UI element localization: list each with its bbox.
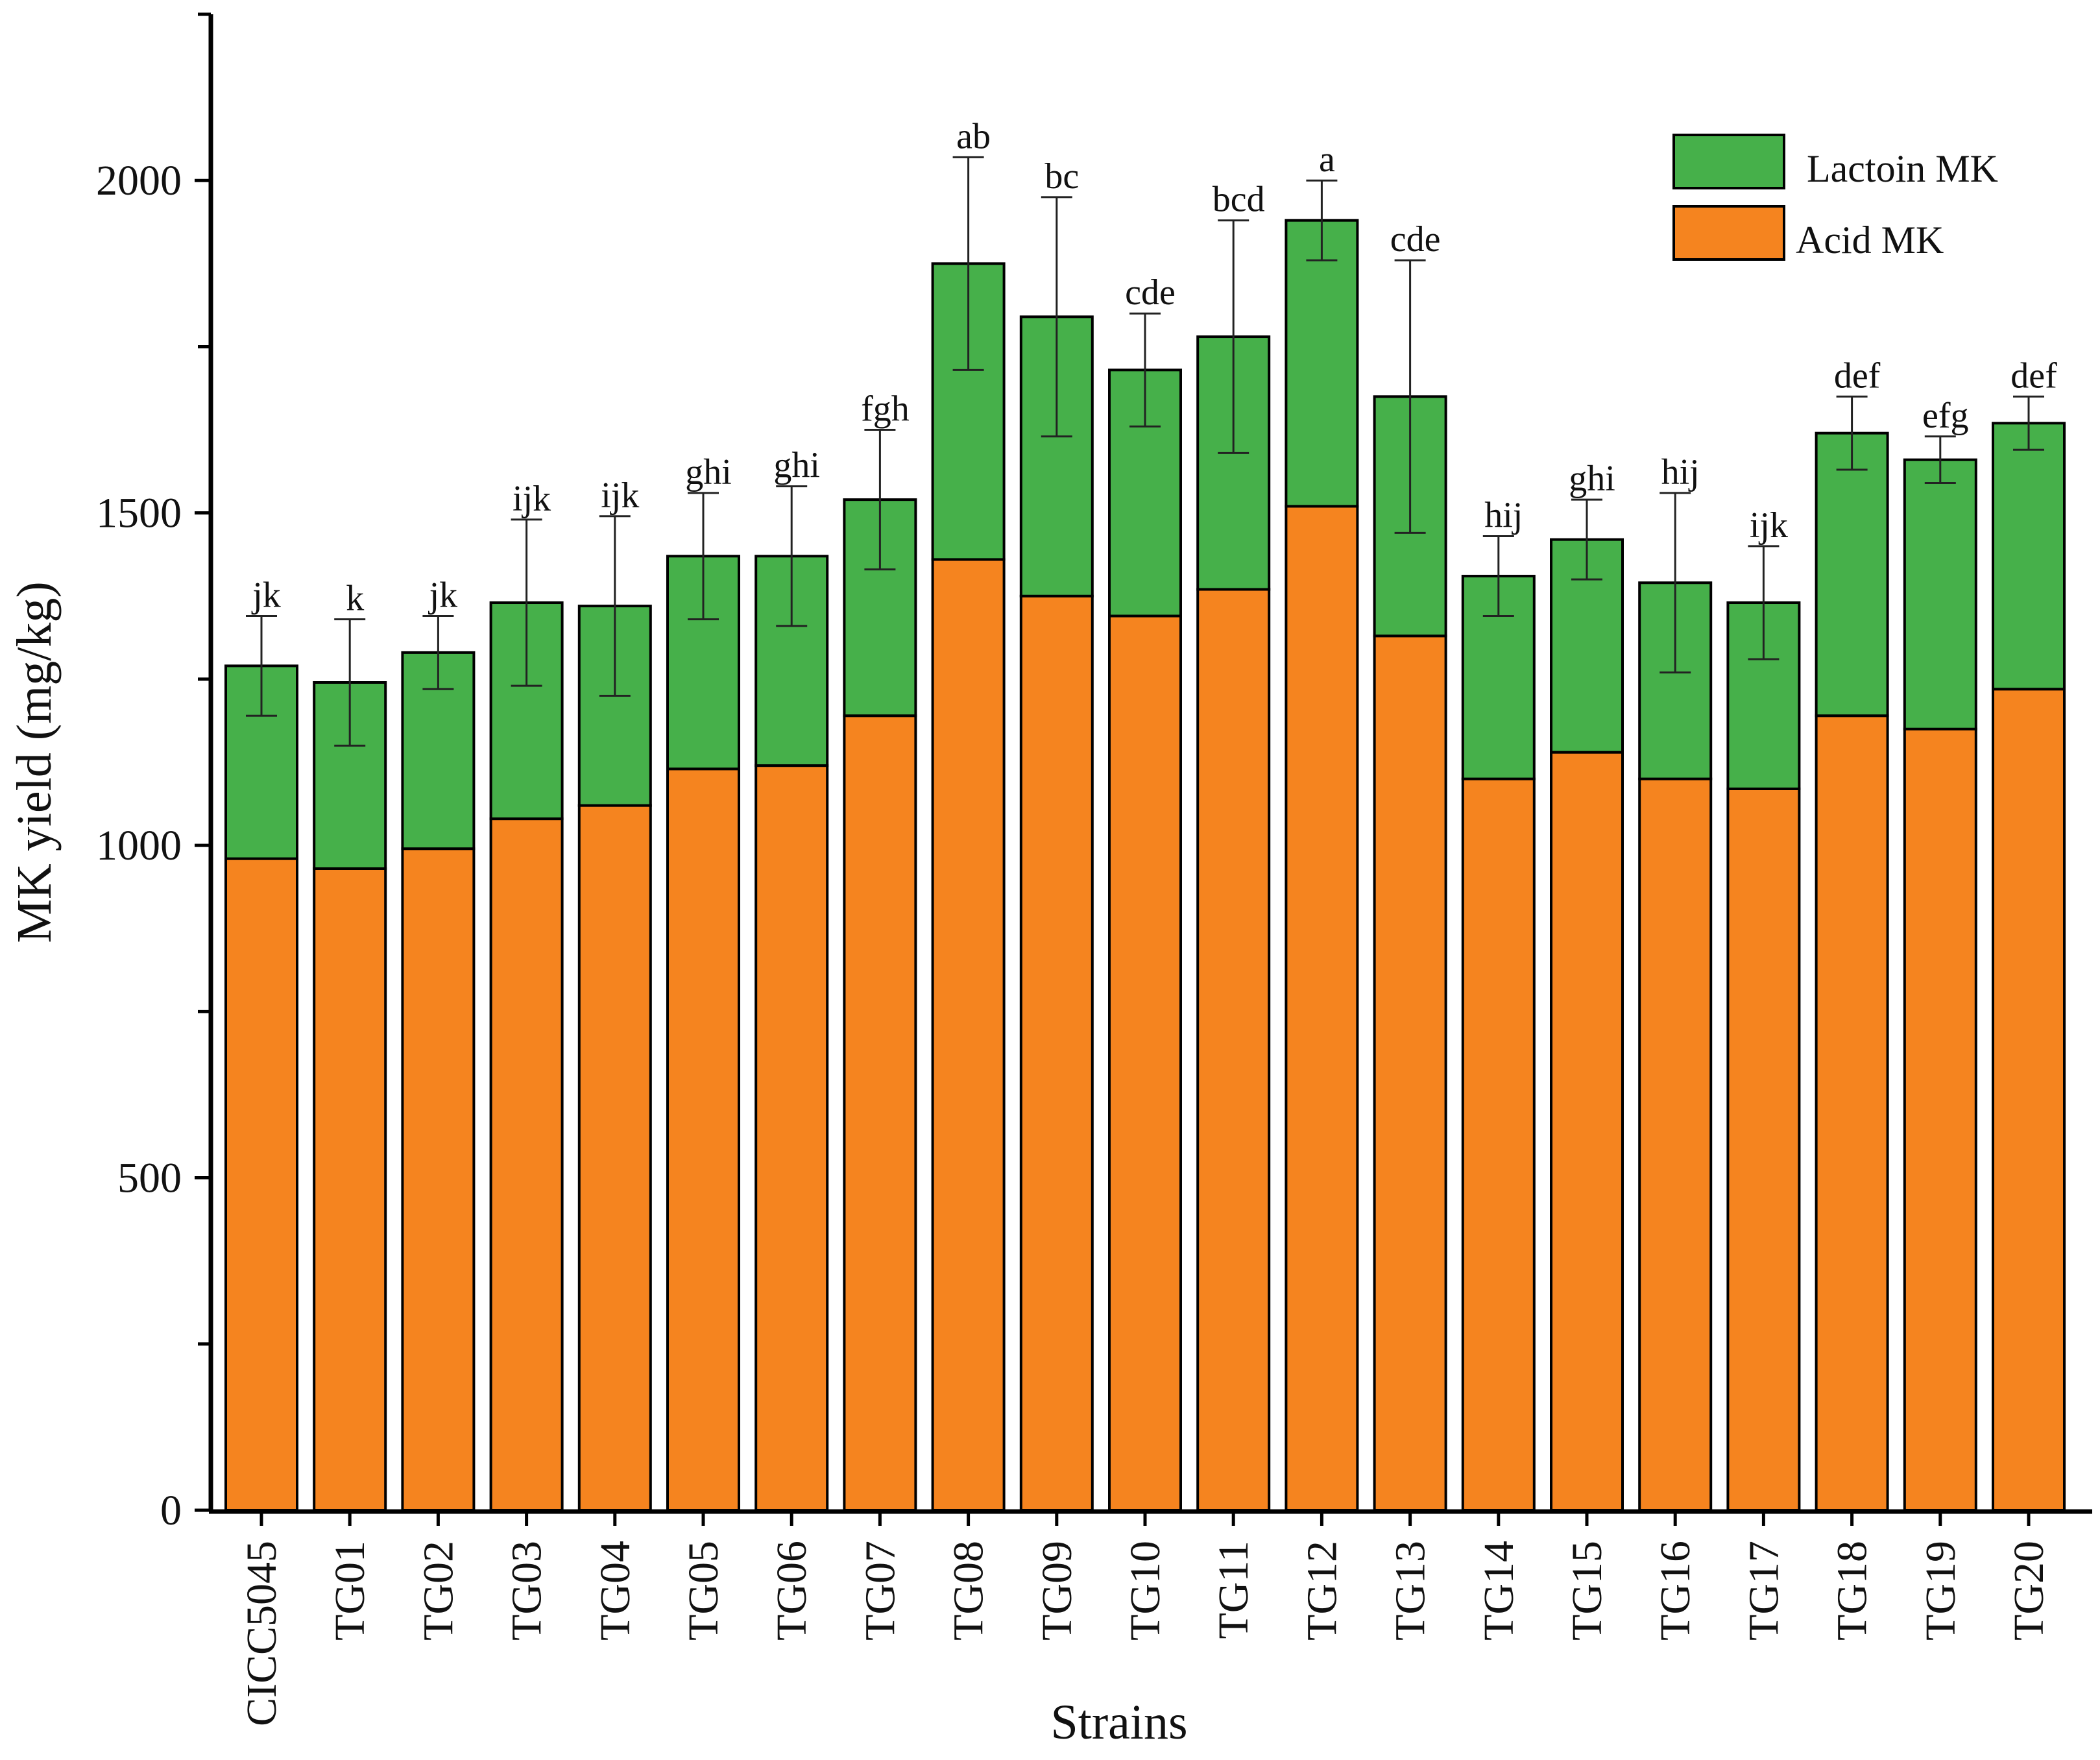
significance-label: jk [251,575,281,616]
bar-acid-mk [1373,634,1447,1512]
significance-label: bc [1044,156,1079,197]
bar-acid-mk [1992,688,2066,1512]
bar-lactoin-mk [1903,458,1977,730]
legend: Lactoin MK Acid MK [1672,134,1998,261]
bar-acid-mk [1461,777,1536,1512]
significance-label: hij [1484,496,1523,536]
y-tick-label: 1000 [96,822,182,869]
legend-label-lactoin-mk: Lactoin MK [1807,147,1998,190]
x-tick-label: TG20 [2005,1541,2053,1641]
x-axis-title: Strains [1050,1695,1187,1750]
bar-acid-mk [1726,787,1801,1512]
x-tick-label: TG12 [1298,1541,1346,1641]
x-axis-tick-labels: CICC5045 TG01 TG02 TG03 TG04 TG05 TG06 TG07 TG08… [238,1512,2053,1726]
bar-acid-mk [1108,614,1182,1512]
significance-label: hij [1661,452,1700,492]
legend-label-acid-mk: Acid MK [1796,219,1944,261]
bar-acid-mk [1815,714,1889,1512]
bar-acid-mk [401,847,476,1512]
x-tick-label: TG16 [1652,1541,1699,1641]
y-axis-title: MK yield (mg/kg) [7,581,62,943]
significance-label: def [2010,356,2057,396]
significance-label: ghi [773,446,820,486]
x-tick-label: TG08 [945,1541,993,1641]
significance-label: jk [428,575,458,616]
bar-acid-mk [1638,777,1713,1512]
significance-label: ijk [1750,505,1788,546]
significance-label: ijk [513,479,551,519]
bar-acid-mk [224,857,298,1512]
y-tick-label: 0 [160,1487,182,1534]
bar-acid-mk [931,558,1006,1512]
significance-labels-layer: jk k jk ijk ijk ghi ghi fgh ab bc cde bcd a cde hij ghi… [251,116,2057,618]
significance-label: fgh [861,389,910,429]
significance-label: ijk [601,476,639,516]
x-tick-label: TG03 [503,1541,551,1641]
bar-lactoin-mk [1285,219,1359,508]
bar-acid-mk [1019,594,1094,1512]
significance-label: efg [1922,396,1969,436]
bar-lactoin-mk [1815,431,1889,717]
x-tick-label: TG15 [1563,1541,1611,1641]
x-tick-label: TG14 [1475,1541,1523,1641]
bar-acid-mk [313,867,387,1512]
x-tick-label: TG07 [856,1541,904,1641]
bar-acid-mk [1903,727,1977,1512]
significance-label: bcd [1213,180,1265,220]
y-tick-label: 1500 [96,490,182,537]
bar-acid-mk [489,817,564,1512]
bar-acid-mk [577,804,652,1512]
bar-acid-mk [1285,505,1359,1512]
y-axis-ticks: 0 500 1000 1500 2000 [96,12,211,1534]
x-tick-label: TG18 [1829,1541,1876,1641]
significance-label: ghi [685,452,732,492]
x-tick-label: TG04 [592,1541,639,1641]
x-tick-label: TG05 [680,1541,727,1641]
significance-label: cde [1125,272,1176,313]
y-tick-label: 500 [117,1155,182,1202]
significance-label: ghi [1569,459,1615,499]
significance-label: ab [956,116,991,156]
bar-lactoin-mk [313,681,387,870]
bar-acid-mk [1550,751,1624,1512]
y-tick-label: 2000 [96,157,182,204]
bar-acid-mk [754,764,829,1512]
significance-label: a [1319,139,1335,180]
bar-acid-mk [843,714,917,1512]
x-tick-label: TG01 [326,1541,374,1641]
significance-label: k [346,579,364,619]
bar-lactoin-mk [1992,422,2066,691]
bar-acid-mk [666,767,740,1512]
x-tick-label: TG10 [1122,1541,1169,1641]
x-tick-label: TG09 [1033,1541,1081,1641]
legend-swatch-acid-mk [1672,205,1785,261]
x-tick-label: TG17 [1740,1541,1787,1641]
x-tick-label: TG02 [415,1541,462,1641]
bar-acid-mk [1196,588,1271,1512]
legend-swatch-lactoin-mk [1672,134,1785,189]
x-tick-label: CICC5045 [238,1541,285,1726]
x-tick-label: TG19 [1917,1541,1964,1641]
significance-label: def [1834,356,1881,396]
x-tick-label: TG13 [1387,1541,1434,1641]
significance-label: cde [1390,219,1441,259]
error-bars-layer [246,156,2044,747]
x-tick-label: TG06 [768,1541,815,1641]
x-tick-label: TG11 [1210,1541,1257,1639]
